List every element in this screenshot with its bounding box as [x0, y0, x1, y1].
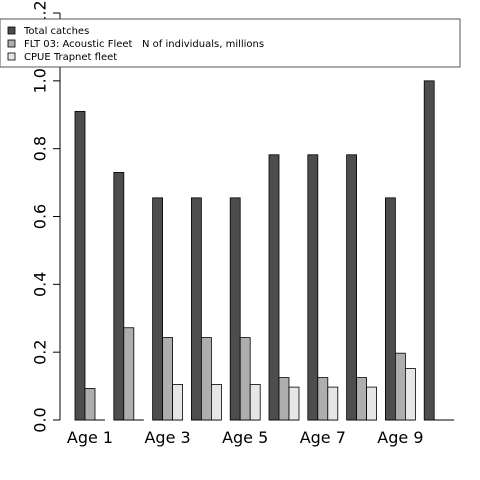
bar	[268, 154, 280, 421]
legend-items: Total catches FLT 03: Acoustic Fleet CPUE …	[7, 26, 133, 63]
bar	[74, 110, 86, 421]
bar	[162, 337, 174, 421]
bar	[384, 197, 396, 421]
y-axis: 0.00.20.40.60.81.01.2	[31, 0, 61, 433]
bar	[394, 352, 406, 421]
bar	[123, 327, 135, 421]
bar	[327, 386, 339, 421]
legend-swatch	[7, 26, 16, 35]
y-tick-label: 0.2	[31, 339, 50, 364]
bar	[356, 377, 368, 421]
bar	[239, 337, 251, 421]
bar	[366, 386, 378, 421]
x-tick-label: Age 5	[222, 428, 268, 447]
bar	[346, 154, 358, 421]
x-axis: Age 1 Age 3 Age 5 Age 7 Age 9	[67, 428, 424, 447]
legend: Total catches FLT 03: Acoustic Fleet CPUE …	[0, 18, 461, 68]
x-tick-label: Age 9	[377, 428, 423, 447]
bar	[317, 377, 329, 421]
bar	[152, 197, 164, 421]
x-tick-label: Age 3	[144, 428, 190, 447]
bar	[229, 197, 241, 421]
y-tick-label: 0.6	[31, 204, 50, 229]
legend-title: N of individuals, millions	[142, 39, 264, 50]
legend-box	[0, 18, 461, 68]
y-tick-label: 0.8	[31, 136, 50, 161]
bar	[200, 337, 212, 421]
bar	[113, 172, 125, 421]
bar	[249, 383, 261, 421]
bar	[84, 388, 96, 421]
y-tick-label: 0.4	[31, 272, 50, 297]
x-tick-label: Age 1	[67, 428, 113, 447]
bar	[210, 383, 222, 421]
x-tick-label: Age 7	[300, 428, 346, 447]
bar	[423, 80, 435, 421]
legend-label: FLT 03: Acoustic Fleet	[24, 39, 133, 50]
bars	[74, 80, 455, 421]
bar	[288, 386, 300, 421]
y-tick-label: 1.0	[31, 68, 50, 93]
bar	[307, 154, 319, 421]
legend-swatch	[7, 52, 16, 61]
legend-swatch	[7, 39, 16, 48]
legend-label: CPUE Trapnet fleet	[24, 52, 117, 63]
legend-label: Total catches	[23, 26, 89, 37]
y-tick-label: 0.0	[31, 407, 50, 432]
bar	[172, 383, 184, 421]
bar	[190, 197, 202, 421]
bar	[404, 368, 416, 421]
bar	[278, 377, 290, 421]
